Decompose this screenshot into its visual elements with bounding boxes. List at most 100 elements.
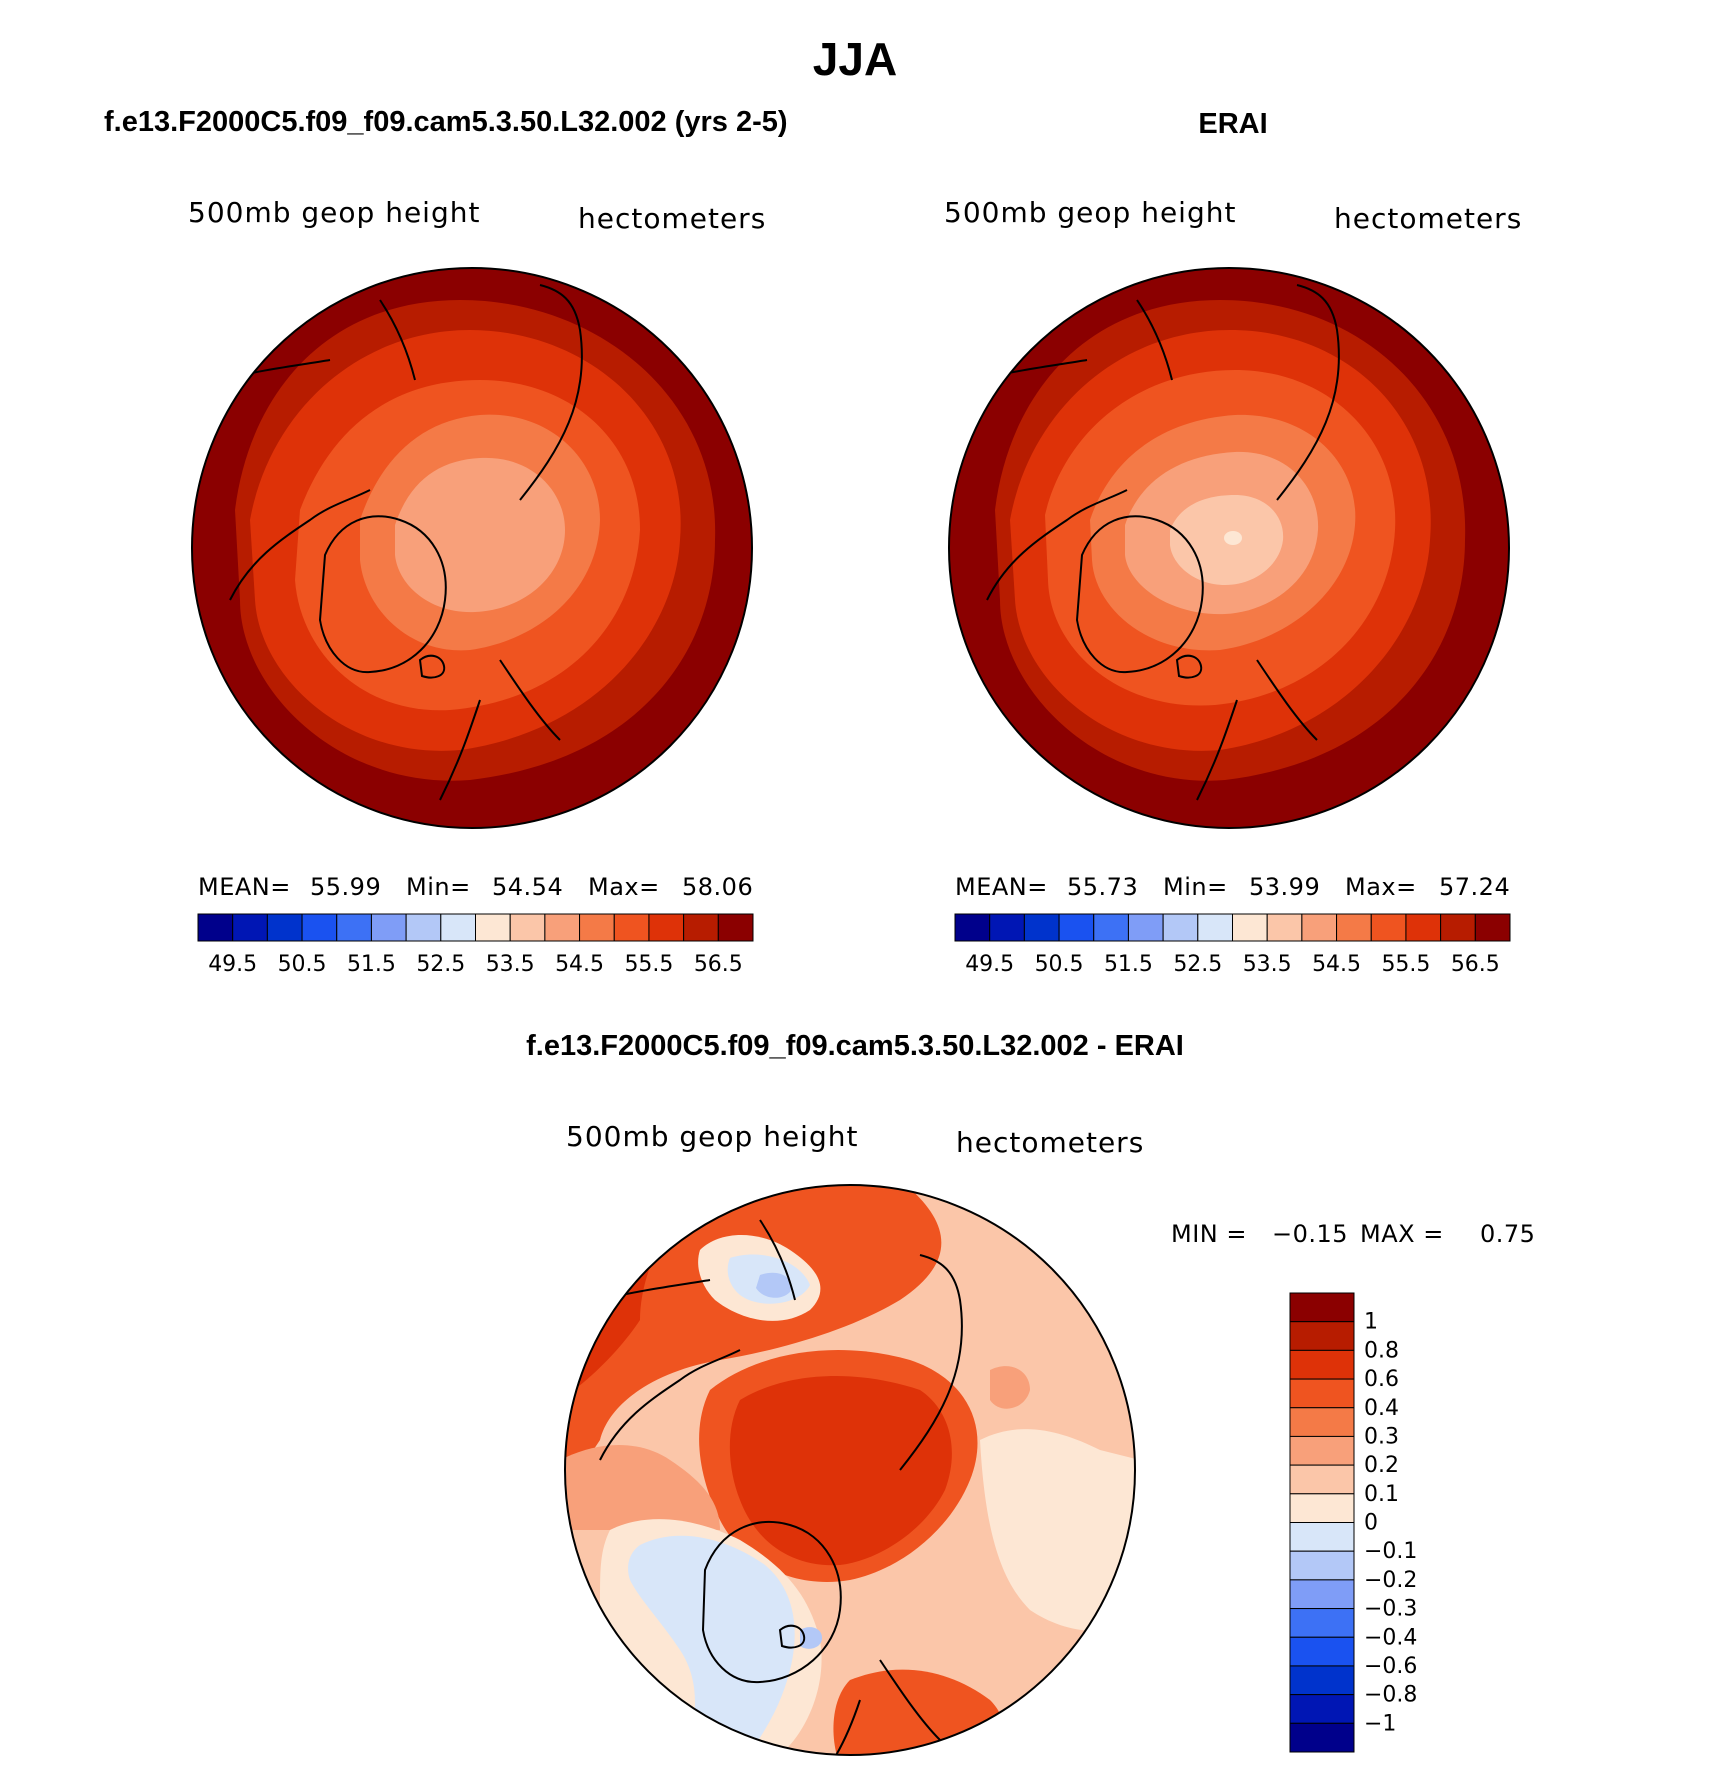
diff-max-label: MAX = [1360,1220,1444,1248]
panel2-colorbar-tick-label: 53.5 [1243,952,1292,977]
diff-min-value: −0.15 [1272,1220,1349,1248]
panel2-min-value: 53.99 [1249,873,1321,901]
diff-title: f.e13.F2000C5.f09_f09.cam5.3.50.L32.002 … [526,1030,1184,1062]
diff-colorbar-box-3 [1289,1378,1355,1409]
diff-colorbar-box-1 [1289,1321,1355,1351]
diff-colorbar-tick-label: −1 [1364,1711,1396,1736]
diff-min-label: MIN = [1171,1220,1247,1248]
panel2-title: ERAI [1198,108,1268,140]
panel1-colorbar-tick-label: 50.5 [278,952,327,977]
panel1-colorbar-box-1 [232,913,268,942]
panel2-colorbar-tick-label: 55.5 [1381,952,1430,977]
panel2-colorbar-tick-label: 51.5 [1104,952,1153,977]
panel1-mean-value: 55.99 [310,873,382,901]
panel2-colorbar-box-3 [1058,913,1095,942]
diff-colorbar-tick-label: 0.1 [1364,1482,1399,1507]
diff-colorbar-tick-label: 0.6 [1364,1367,1399,1392]
diff-colorbar-tick-label: 0.2 [1364,1453,1399,1478]
diff-level-0-south [628,1535,795,1755]
diff-colorbar-box-2 [1289,1349,1355,1380]
panel1-max-label: Max= [588,873,660,901]
diff-max-value: 0.75 [1480,1220,1536,1248]
panel2-colorbar-box-11 [1336,913,1372,942]
panel2-colorbar-box-8 [1232,913,1268,942]
diff-colorbar-box-4 [1289,1407,1355,1437]
diff-colorbar-tick-label: −0.4 [1364,1625,1417,1650]
panel1-variable-label: 500mb geop height [188,196,481,229]
diff-colorbar-box-13 [1289,1665,1355,1696]
panel2-level-53.99 [1224,531,1242,545]
panel1-colorbar-box-3 [301,913,338,942]
panel2-colorbar-box-6 [1162,913,1199,942]
diff-colorbar-box-15 [1289,1722,1355,1753]
panel2-variable-label: 500mb geop height [944,196,1237,229]
panel1-max-value: 58.06 [682,873,754,901]
panel1-colorbar-tick-label: 56.5 [694,952,743,977]
diff-colorbar-tick-label: 1 [1364,1310,1378,1335]
panel1-colorbar: 49.5 50.5 51.5 52.5 53.5 54.5 55.5 56.5 [197,913,754,977]
panel1-colorbar-box-9 [509,913,546,942]
panel2-colorbar-tick-label: 50.5 [1035,952,1084,977]
panel2-coastlines [976,284,1340,801]
diff-colorbar-tick-label: 0 [1364,1511,1378,1536]
diff-colorbar: 1 0.8 0.6 0.4 0.3 0.2 0.1 0 −0.1 −0.2 −0.3 −0.4 −0.6… [1289,1292,1417,1753]
panel2-mean-value: 55.73 [1067,873,1139,901]
panel2-colorbar-box-9 [1266,913,1303,942]
panel2-colorbar-box-14 [1440,913,1476,942]
panel2-colorbar-box-0 [954,913,991,942]
panel1-colorbar-box-12 [613,913,650,942]
diff-colorbar-tick-label: −0.3 [1364,1597,1417,1622]
panel2-colorbar-tick-label: 52.5 [1173,952,1222,977]
diff-level-neg0.1-south [800,1627,822,1649]
diff-colorbar-box-7 [1289,1493,1355,1523]
diff-colorbar-tick-label: −0.6 [1364,1654,1417,1679]
diff-colorbar-box-6 [1289,1464,1355,1495]
diff-level-0.6-center [729,1376,952,1566]
diff-colorbar-tick-label: 0.4 [1364,1396,1399,1421]
diff-coastlines [599,1219,963,1755]
panel1-colorbar-tick-label: 51.5 [347,952,396,977]
panel1-colorbar-tick-label: 55.5 [624,952,673,977]
panel2-colorbar-box-7 [1197,913,1233,942]
page-title: JJA [812,33,898,85]
panel2-colorbar-box-15 [1474,913,1511,942]
panel1-colorbar-box-4 [336,913,372,942]
diff-colorbar-tick-label: −0.2 [1364,1568,1417,1593]
panel2-colorbar-tick-label: 49.5 [965,952,1014,977]
panel2-colorbar-box-13 [1405,913,1442,942]
diff-units-label: hectometers [956,1126,1145,1159]
panel1-colorbar-box-7 [440,913,476,942]
diff-colorbar-box-5 [1289,1435,1355,1466]
panel1-mean-label: MEAN= [198,873,291,901]
panel1-colorbar-box-14 [683,913,719,942]
panel2-colorbar-box-10 [1301,913,1338,942]
diff-level-neg0.1-north [756,1272,791,1298]
panel2-colorbar-tick-label: 54.5 [1312,952,1361,977]
diff-colorbar-box-11 [1289,1608,1355,1638]
panel1-min-value: 54.54 [492,873,564,901]
panel1-map [191,267,753,829]
diff-colorbar-box-12 [1289,1636,1355,1667]
panel1-colorbar-box-5 [370,913,407,942]
diff-colorbar-tick-label: 0.8 [1364,1338,1399,1363]
panel1-units-label: hectometers [578,202,767,235]
diff-colorbar-tick-label: 0.3 [1364,1424,1399,1449]
panel2-colorbar-box-1 [989,913,1025,942]
panel1-colorbar-box-10 [544,913,581,942]
panel2-min-label: Min= [1163,873,1228,901]
panel1-title: f.e13.F2000C5.f09_f09.cam5.3.50.L32.002 … [104,106,788,138]
panel2-units-label: hectometers [1334,202,1523,235]
panel2-colorbar-tick-label: 56.5 [1451,952,1500,977]
diff-colorbar-box-0 [1289,1292,1355,1323]
diff-colorbar-tick-label: −0.8 [1364,1683,1417,1708]
panel1-colorbar-box-2 [266,913,303,942]
panel1-colorbar-box-8 [475,913,511,942]
panel2-colorbar: 49.5 50.5 51.5 52.5 53.5 54.5 55.5 56.5 [954,913,1511,977]
diff-colorbar-box-9 [1289,1550,1355,1581]
diff-level-0.3-west [565,1445,720,1530]
diff-variable-label: 500mb geop height [566,1120,859,1153]
panel1-min-label: Min= [406,873,471,901]
diff-colorbar-box-10 [1289,1579,1355,1610]
panel2-mean-label: MEAN= [955,873,1048,901]
